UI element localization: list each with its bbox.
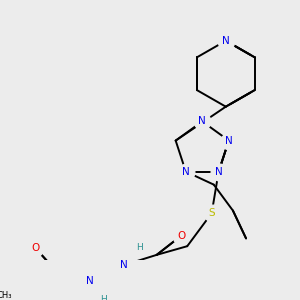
Text: N: N	[198, 116, 206, 126]
Text: H: H	[100, 296, 107, 300]
Text: N: N	[86, 276, 94, 286]
Text: O: O	[177, 231, 185, 241]
Text: N: N	[120, 260, 128, 270]
Text: O: O	[31, 243, 40, 253]
Text: N: N	[225, 136, 233, 146]
Text: H: H	[136, 243, 142, 252]
Text: N: N	[222, 36, 230, 46]
Text: CH₃: CH₃	[0, 291, 12, 300]
Text: S: S	[208, 208, 215, 218]
Text: N: N	[182, 167, 190, 177]
Text: N: N	[215, 167, 223, 177]
